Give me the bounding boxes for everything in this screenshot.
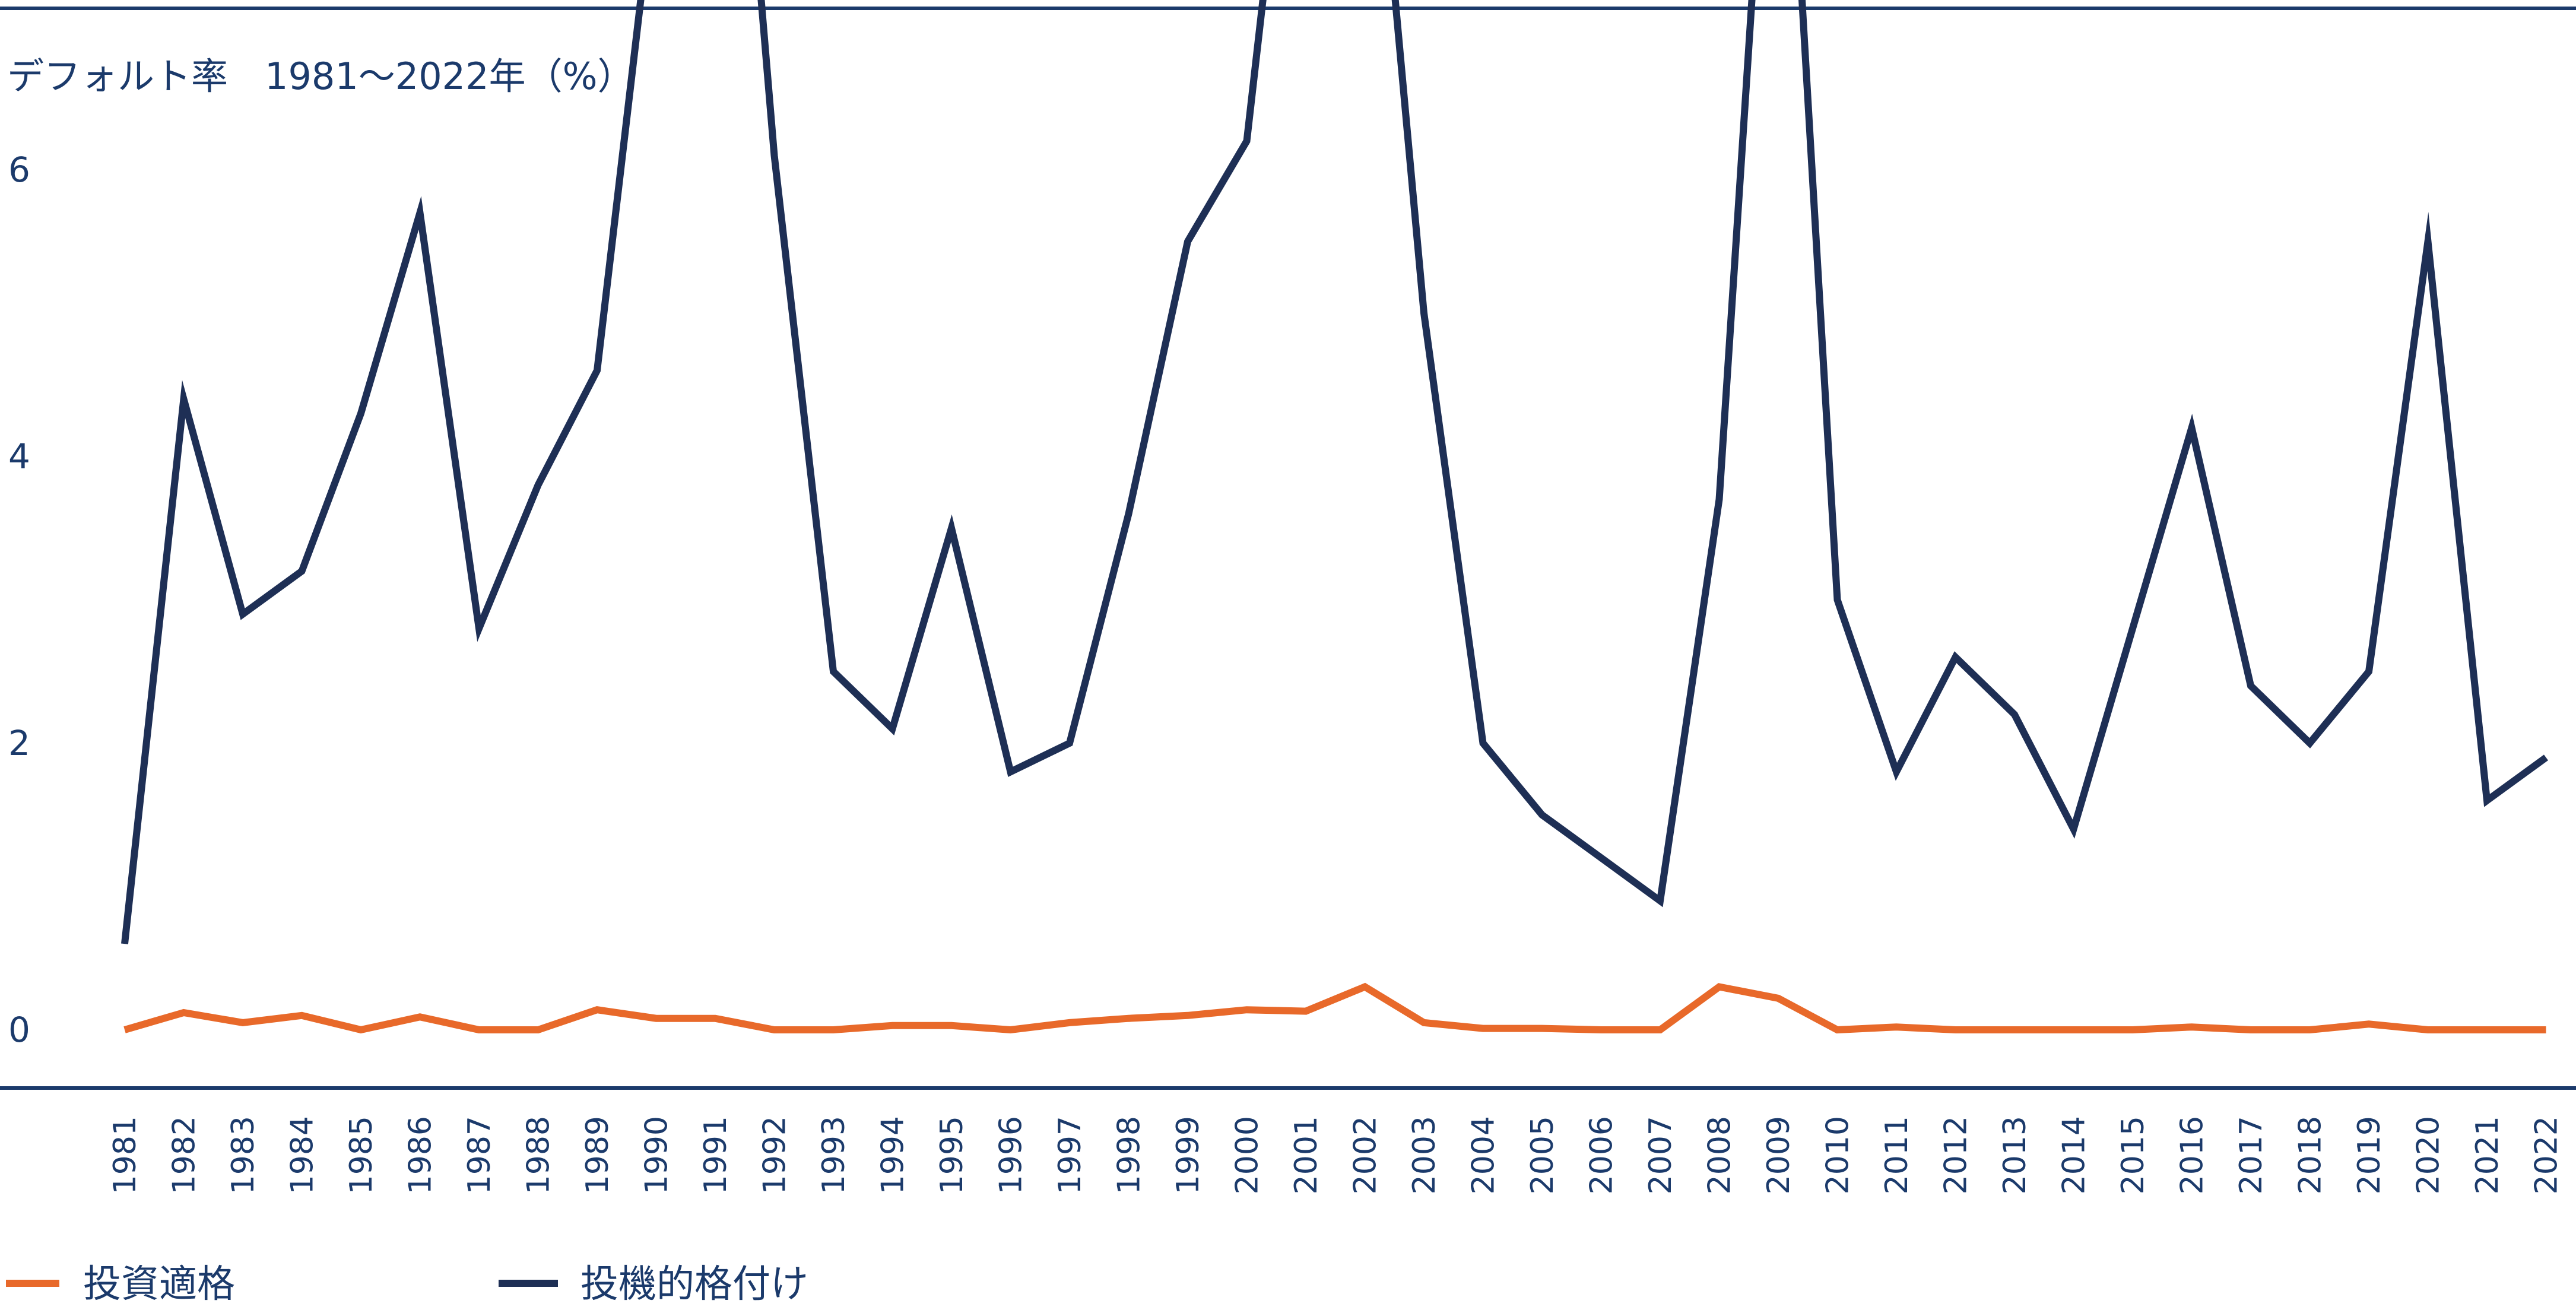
x-tick-label: 2007	[1643, 1116, 1679, 1194]
chart-title: デフォルト率 1981～2022年（%）	[7, 55, 634, 98]
legend-item-investment-grade: 投資適格	[6, 1263, 235, 1306]
legend: 投資適格 投機的格付け	[6, 1263, 808, 1306]
series-line-investment-grade	[123, 982, 2546, 1034]
x-tick-label: 1982	[167, 1116, 202, 1194]
y-tick-label: 6	[8, 150, 30, 190]
x-tick-label: 1992	[757, 1116, 793, 1194]
x-tick-label: 1998	[1112, 1116, 1147, 1194]
series-lines	[121, 0, 2549, 1034]
legend-item-speculative-grade: 投機的格付け	[499, 1263, 808, 1306]
x-tick-label: 1999	[1170, 1116, 1206, 1194]
x-tick-label: 1985	[344, 1116, 379, 1194]
y-tick-label: 0	[8, 1010, 30, 1050]
x-axis-ticks: 1981 1982 1983 1984 1985 1986 1987 1988 1989 1990…	[107, 1116, 2565, 1194]
x-tick-label: 1995	[934, 1116, 970, 1194]
x-tick-label: 2021	[2470, 1116, 2505, 1194]
x-tick-label: 1988	[521, 1116, 557, 1194]
x-tick-label: 2011	[1879, 1116, 1915, 1194]
x-tick-label: 1997	[1052, 1116, 1088, 1194]
x-tick-label: 1993	[816, 1116, 852, 1194]
x-tick-label: 1990	[639, 1116, 675, 1194]
x-tick-label: 2005	[1525, 1116, 1560, 1194]
x-tick-label: 1986	[403, 1116, 439, 1194]
x-tick-label: 2006	[1584, 1116, 1620, 1194]
x-tick-label: 2013	[1997, 1116, 2033, 1194]
x-tick-label: 2018	[2293, 1116, 2328, 1194]
x-tick-label: 2020	[2411, 1116, 2447, 1194]
x-tick-label: 2017	[2234, 1116, 2269, 1194]
legend-label-speculative-grade: 投機的格付け	[580, 1263, 808, 1306]
legend-label-investment-grade: 投資適格	[83, 1263, 235, 1306]
x-tick-label: 1981	[107, 1116, 143, 1194]
x-tick-label: 2019	[2352, 1116, 2387, 1194]
y-tick-label: 2	[8, 723, 30, 763]
series-line-speculative-grade	[121, 0, 2549, 944]
x-tick-label: 2014	[2057, 1116, 2092, 1194]
x-tick-label: 2010	[1820, 1116, 1856, 1194]
x-tick-label: 2003	[1407, 1116, 1442, 1194]
x-tick-label: 1989	[580, 1116, 616, 1194]
x-tick-label: 2009	[1761, 1116, 1797, 1194]
x-tick-label: 1994	[875, 1116, 911, 1194]
x-tick-label: 2015	[2115, 1116, 2151, 1194]
x-tick-label: 2001	[1289, 1116, 1324, 1194]
x-tick-label: 1983	[226, 1116, 261, 1194]
x-tick-label: 2008	[1702, 1116, 1738, 1194]
x-tick-label: 1987	[462, 1116, 497, 1194]
y-tick-label: 4	[8, 436, 30, 477]
x-tick-label: 2000	[1230, 1116, 1265, 1194]
x-tick-label: 1991	[698, 1116, 734, 1194]
x-tick-label: 2004	[1466, 1116, 1502, 1194]
y-axis-ticks: 024681012	[8, 150, 30, 1050]
x-tick-label: 2016	[2175, 1116, 2210, 1194]
x-tick-label: 2022	[2529, 1116, 2565, 1194]
x-tick-label: 2002	[1348, 1116, 1384, 1194]
x-tick-label: 1996	[994, 1116, 1029, 1194]
x-tick-label: 2012	[1939, 1116, 1974, 1194]
x-tick-label: 1984	[285, 1116, 321, 1194]
